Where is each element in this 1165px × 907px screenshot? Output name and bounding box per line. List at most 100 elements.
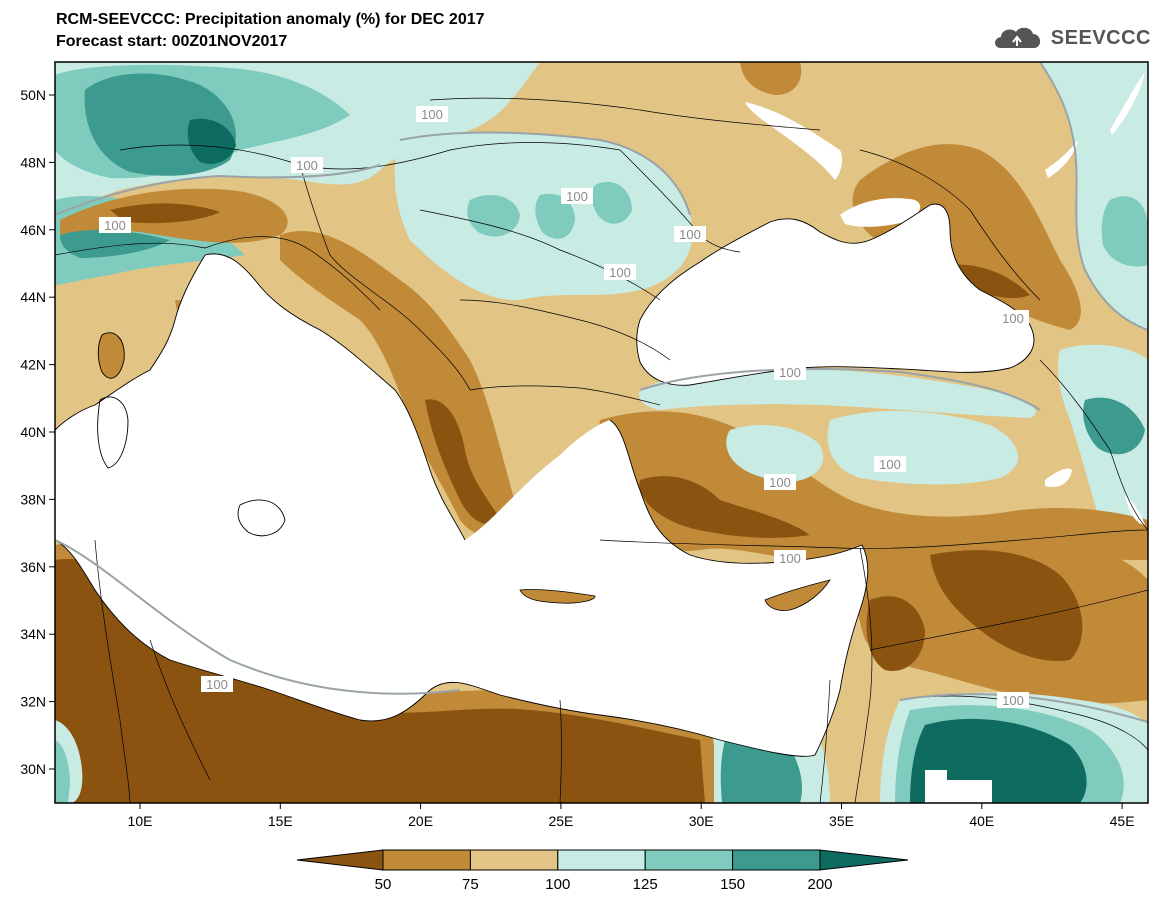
contour-100-lines: [55, 62, 1148, 723]
contour-label: 100: [296, 158, 318, 173]
contour-label-bg: [997, 692, 1029, 708]
anomaly-region-wet-romania-patch: [467, 195, 520, 237]
missing-data-patch: [1110, 72, 1145, 135]
contour-label-bg: [561, 188, 593, 204]
map-title: RCM-SEEVCCC: Precipitation anomaly (%) f…: [56, 11, 485, 28]
map-plot-area: 100 100 100 100 100 100 100 100 100 100 100 100 100: [55, 62, 1148, 803]
latitude-axis: 50N 48N 46N 44N 42N 40N 38N 36N 34N 32N 30N: [20, 87, 55, 777]
contour-label: 100: [104, 218, 126, 233]
contour-label: 100: [609, 265, 631, 280]
contour-labels: 100 100 100 100 100 100 100 100 100 100 100 100 100: [99, 106, 1029, 708]
seevccc-logo: SEEVCCC: [991, 22, 1151, 54]
lon-tick-label: 40E: [969, 813, 994, 829]
colorbar-tick-label: 200: [807, 876, 832, 893]
colorbar-swatch: [382, 849, 471, 871]
contour-label-bg: [416, 106, 448, 122]
contour-label-bg: [874, 456, 906, 472]
cloud-logo-icon: [994, 27, 1040, 48]
anomaly-region-wet-black-sea-coast: [639, 367, 1036, 418]
lon-tick-label: 25E: [548, 813, 573, 829]
colorbar-swatch: [469, 849, 559, 871]
anomaly-region-dry-ukraine-north: [740, 62, 802, 95]
lat-tick-label: 48N: [20, 154, 46, 170]
anomaly-region-wet-east-patch: [1101, 196, 1148, 267]
contour-label-bg: [201, 676, 233, 692]
cyprus-island: [764, 579, 831, 611]
lat-tick-label: 38N: [20, 491, 46, 507]
colorbar-upper-extension: [819, 849, 909, 871]
lon-tick-label: 20E: [408, 813, 433, 829]
contour-label: 100: [206, 677, 228, 692]
contour-label-bg: [997, 310, 1029, 326]
lat-tick-label: 36N: [20, 559, 46, 575]
anomaly-region-very-dry-syria: [930, 550, 1083, 661]
lon-tick-label: 15E: [268, 813, 293, 829]
lon-tick-label: 35E: [829, 813, 854, 829]
contour-label-bg: [291, 157, 323, 173]
contour-label-bg: [774, 364, 806, 380]
lat-tick-label: 40N: [20, 424, 46, 440]
lat-tick-label: 44N: [20, 289, 46, 305]
missing-data-patch: [1045, 140, 1078, 178]
colorbar-swatch: [644, 849, 734, 871]
country-borders: [55, 97, 1148, 803]
contour-label: 100: [879, 457, 901, 472]
contour-label-bg: [774, 550, 806, 566]
lon-tick-label: 45E: [1110, 813, 1135, 829]
lat-tick-label: 30N: [20, 761, 46, 777]
anomaly-region-wet-caucasus-core: [1083, 397, 1145, 455]
colorbar-tick-label: 125: [633, 876, 658, 893]
lat-tick-label: 46N: [20, 222, 46, 238]
forecast-start-label: Forecast start: 00Z01NOV2017: [56, 33, 288, 50]
missing-data-patch: [1045, 468, 1072, 488]
colorbar-tick-label: 50: [375, 876, 392, 893]
anomaly-region-very-dry-greece: [425, 399, 500, 524]
contour-label: 100: [679, 227, 701, 242]
lat-tick-label: 34N: [20, 626, 46, 642]
anomaly-region-wet-caucasus: [1058, 344, 1148, 560]
anomaly-region-dry-corsica: [98, 332, 125, 379]
longitude-axis: 10E 15E 20E 25E 30E 35E 40E 45E: [128, 803, 1135, 829]
logo-text: SEEVCCC: [1050, 26, 1151, 49]
contour-label: 100: [769, 475, 791, 490]
anomaly-region-wet-libya-coast-mid: [55, 740, 70, 803]
contour-label: 100: [566, 189, 588, 204]
contour-label-bg: [674, 226, 706, 242]
contour-label-bg: [764, 474, 796, 490]
contour-label-bg: [604, 264, 636, 280]
lat-tick-label: 50N: [20, 87, 46, 103]
contour-label: 100: [1002, 311, 1024, 326]
anomaly-region-dry-south-russia: [852, 144, 1081, 330]
contour-label: 100: [1002, 693, 1024, 708]
contour-label: 100: [779, 365, 801, 380]
colorbar-tick-label: 150: [720, 876, 745, 893]
anomaly-region-very-dry-alps: [110, 203, 220, 224]
colorbar-swatch: [732, 849, 821, 871]
mediterranean-sea: [55, 253, 868, 757]
coastlines: [55, 203, 1035, 757]
anomaly-region-very-dry-north-africa: [55, 559, 705, 803]
black-sea: [636, 204, 1034, 386]
colorbar-tick-label: 100: [545, 876, 570, 893]
contour-label-bg: [99, 217, 131, 233]
lat-tick-label: 42N: [20, 357, 46, 373]
anomaly-region-wet-hungary-patch: [535, 193, 575, 239]
crete-island: [519, 589, 596, 604]
lon-tick-label: 30E: [689, 813, 714, 829]
colorbar-tick-label: 75: [462, 876, 479, 893]
missing-data-patch: [945, 780, 992, 803]
colorbar: 50 75 100 125 150 200: [296, 849, 909, 893]
missing-data-patch: [745, 102, 843, 180]
anomaly-region-wet-alps-core: [60, 229, 170, 258]
anomaly-region-wet-central-anatolia: [726, 425, 824, 482]
anomaly-region-wet-core: [187, 118, 236, 165]
contour-label: 100: [421, 107, 443, 122]
lat-tick-label: 32N: [20, 694, 46, 710]
anomaly-region-very-dry-levant: [866, 596, 925, 671]
missing-data-patch: [925, 770, 947, 803]
anomaly-region-very-dry-south-russia: [947, 264, 1030, 299]
colorbar-swatch: [557, 849, 646, 871]
sea-of-azov: [840, 198, 921, 227]
anomaly-region-wet-ukraine-patch: [591, 181, 632, 224]
anomaly-region-very-dry-anatolia: [639, 476, 810, 538]
